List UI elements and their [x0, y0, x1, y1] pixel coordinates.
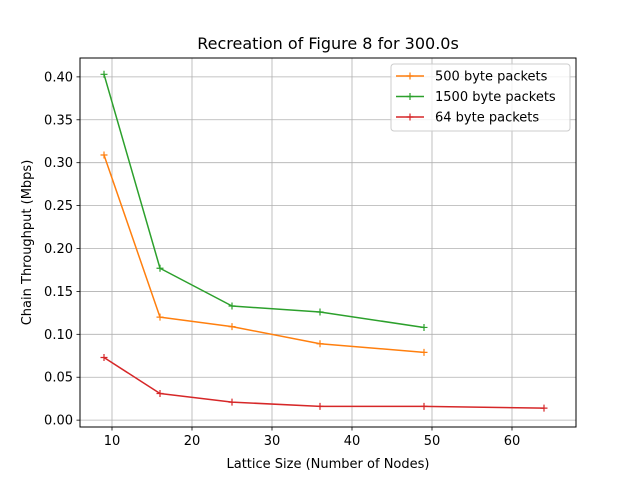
- data-point: [316, 308, 324, 316]
- data-point: [420, 348, 428, 356]
- y-axis: 0.00 0.05 0.10 0.15 0.20 0.25 0.30 0.35 0.40: [44, 70, 80, 429]
- legend-label: 64 byte packets: [435, 111, 539, 126]
- x-tick-label: 40: [344, 434, 361, 449]
- y-tick-label: 0.40: [44, 70, 73, 85]
- legend-item: 64 byte packets: [396, 111, 539, 126]
- legend-item: 500 byte packets: [396, 70, 548, 85]
- y-axis-label: Chain Throughput (Mbps): [20, 160, 35, 326]
- data-point: [156, 264, 164, 272]
- series-1: [100, 70, 428, 331]
- data-point: [228, 302, 236, 310]
- x-tick-label: 50: [424, 434, 441, 449]
- legend-item: 1500 byte packets: [396, 90, 556, 105]
- data-point: [156, 390, 164, 398]
- plot-frame: [79, 57, 577, 428]
- series-2: [100, 353, 548, 412]
- y-tick-label: 0.35: [44, 113, 73, 128]
- y-tick-label: 0.10: [44, 328, 73, 343]
- data-point: [316, 402, 324, 410]
- legend-marker: [406, 113, 414, 121]
- data-point: [228, 323, 236, 331]
- series-0: [100, 151, 428, 356]
- x-tick-label: 60: [504, 434, 521, 449]
- y-tick-label: 0.20: [44, 242, 73, 257]
- y-tick-label: 0.30: [44, 156, 73, 171]
- data-point: [100, 70, 108, 78]
- series-line: [103, 356, 545, 409]
- chart-title: Recreation of Figure 8 for 300.0s: [197, 34, 459, 53]
- series-layer: [100, 70, 548, 412]
- legend-label: 500 byte packets: [435, 70, 548, 85]
- x-axis: 10 20 30 40 50 60: [104, 427, 521, 449]
- data-point: [420, 323, 428, 331]
- y-tick-label: 0.25: [44, 199, 73, 214]
- legend-label: 1500 byte packets: [435, 90, 556, 105]
- data-point: [100, 353, 108, 361]
- legend: 500 byte packets 1500 byte packets 64 byte…: [390, 63, 571, 132]
- grid: [80, 58, 576, 427]
- x-axis-label: Lattice Size (Number of Nodes): [227, 457, 430, 472]
- data-point: [316, 340, 324, 348]
- data-point: [228, 398, 236, 406]
- y-tick-label: 0.00: [44, 414, 73, 429]
- x-tick-label: 20: [184, 434, 201, 449]
- data-point: [156, 313, 164, 321]
- legend-marker: [406, 93, 414, 100]
- data-point: [100, 151, 108, 159]
- x-tick-label: 10: [104, 434, 121, 449]
- x-tick-label: 30: [264, 434, 281, 449]
- data-point: [540, 404, 548, 412]
- legend-box: [390, 63, 571, 132]
- y-tick-label: 0.15: [44, 285, 73, 300]
- data-point: [420, 402, 428, 410]
- y-tick-label: 0.05: [44, 371, 73, 386]
- legend-marker: [406, 72, 414, 80]
